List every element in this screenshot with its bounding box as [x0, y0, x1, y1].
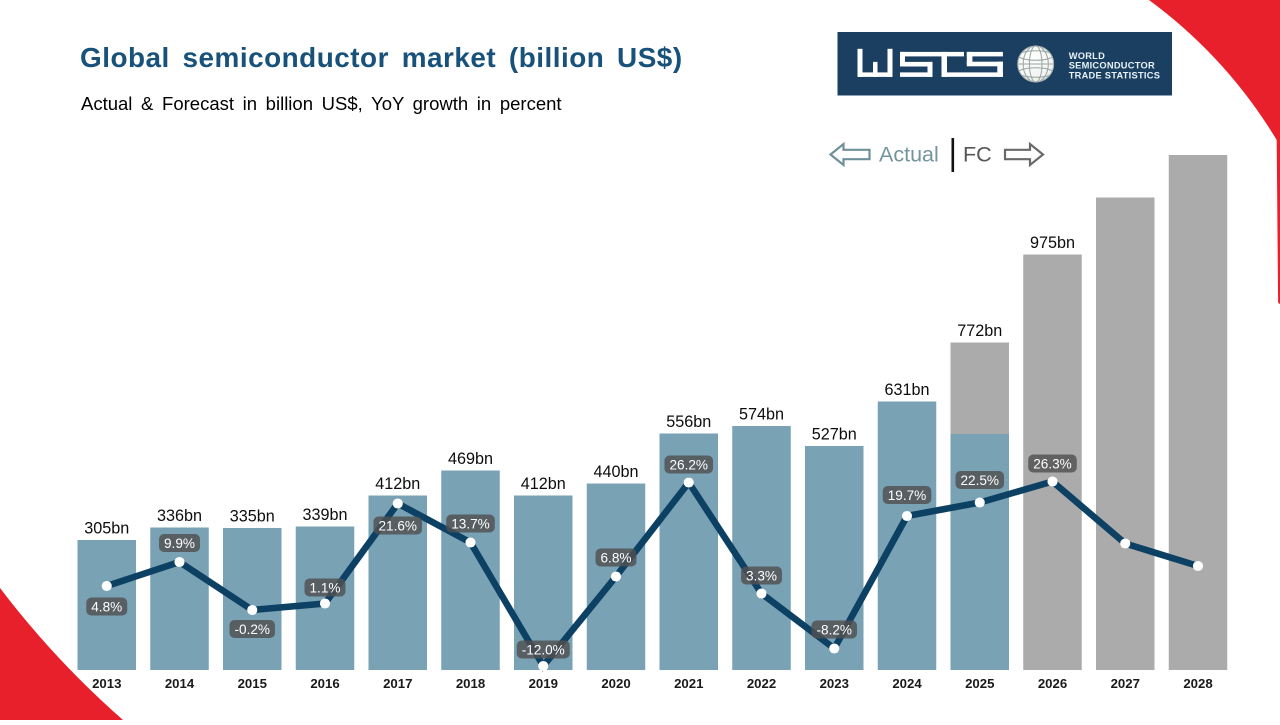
svg-text:631bn: 631bn	[884, 381, 929, 399]
svg-text:Global semiconductor market (b: Global semiconductor market (billion US$…	[80, 42, 683, 73]
svg-text:13.7%: 13.7%	[451, 516, 490, 531]
svg-text:2020: 2020	[601, 676, 630, 691]
svg-text:-0.2%: -0.2%	[234, 622, 270, 637]
svg-text:2024: 2024	[892, 676, 922, 691]
svg-text:TRADE STATISTICS: TRADE STATISTICS	[1069, 70, 1160, 80]
svg-text:336bn: 336bn	[157, 507, 202, 525]
svg-text:WORLD: WORLD	[1069, 51, 1105, 61]
svg-text:305bn: 305bn	[84, 520, 129, 538]
svg-text:2013: 2013	[92, 676, 121, 691]
svg-text:556bn: 556bn	[666, 413, 711, 431]
svg-text:SEMICONDUCTOR: SEMICONDUCTOR	[1069, 61, 1155, 71]
svg-text:Actual & Forecast in billion U: Actual & Forecast in billion US$, YoY gr…	[81, 93, 562, 114]
svg-text:2021: 2021	[674, 676, 703, 691]
svg-text:2026: 2026	[1038, 676, 1067, 691]
svg-text:772bn: 772bn	[957, 322, 1002, 340]
svg-text:3.3%: 3.3%	[746, 568, 777, 583]
svg-text:4.8%: 4.8%	[91, 599, 122, 614]
svg-text:9.9%: 9.9%	[164, 536, 195, 551]
svg-text:2027: 2027	[1111, 676, 1140, 691]
svg-text:21.6%: 21.6%	[378, 518, 417, 533]
svg-text:412bn: 412bn	[375, 475, 420, 493]
svg-text:FC: FC	[963, 143, 992, 167]
svg-text:-12.0%: -12.0%	[522, 642, 565, 657]
svg-text:2022: 2022	[747, 676, 776, 691]
svg-text:-8.2%: -8.2%	[816, 622, 852, 637]
svg-text:339bn: 339bn	[302, 506, 347, 524]
svg-text:335bn: 335bn	[230, 508, 275, 526]
svg-text:2019: 2019	[529, 676, 558, 691]
svg-text:1.1%: 1.1%	[310, 580, 341, 595]
svg-text:2015: 2015	[238, 676, 267, 691]
svg-text:975bn: 975bn	[1030, 234, 1075, 252]
svg-text:2023: 2023	[820, 676, 849, 691]
svg-text:2016: 2016	[310, 676, 339, 691]
svg-text:2028: 2028	[1183, 676, 1212, 691]
svg-text:2025: 2025	[965, 676, 994, 691]
svg-text:26.3%: 26.3%	[1033, 456, 1072, 471]
svg-text:574bn: 574bn	[739, 406, 784, 424]
svg-text:527bn: 527bn	[812, 426, 857, 444]
svg-text:2014: 2014	[165, 676, 195, 691]
svg-text:2017: 2017	[383, 676, 412, 691]
svg-text:440bn: 440bn	[593, 463, 638, 481]
svg-text:412bn: 412bn	[521, 475, 566, 493]
svg-text:469bn: 469bn	[448, 450, 493, 468]
svg-text:22.5%: 22.5%	[960, 473, 999, 488]
svg-text:Actual: Actual	[879, 143, 939, 167]
svg-text:26.2%: 26.2%	[669, 457, 708, 472]
svg-text:6.8%: 6.8%	[601, 550, 632, 565]
svg-text:2018: 2018	[456, 676, 485, 691]
svg-text:19.7%: 19.7%	[888, 488, 927, 503]
